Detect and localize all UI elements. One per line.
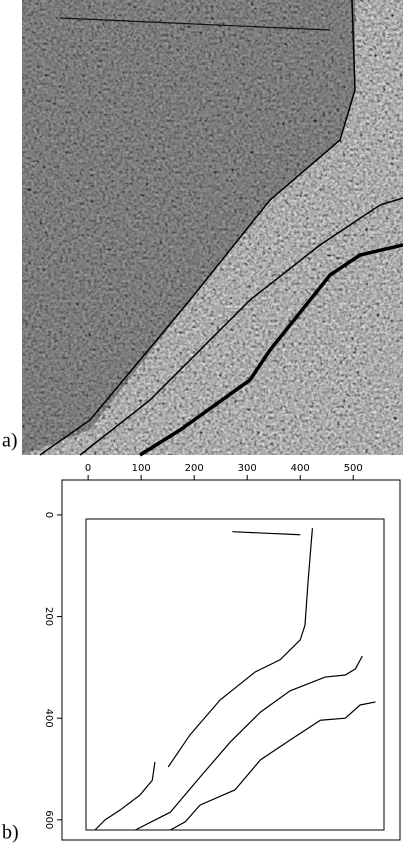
plot-area xyxy=(86,519,384,830)
panel-label: a) xyxy=(2,430,18,452)
y-tick-label: 400 xyxy=(43,709,54,728)
x-tick-label: 200 xyxy=(185,463,204,474)
y-tick-label: 200 xyxy=(43,607,54,626)
data-line xyxy=(232,532,300,535)
outer-frame xyxy=(62,480,400,840)
x-tick-label: 100 xyxy=(132,463,151,474)
page: a) b) 01002003004005000200400600 (() => … xyxy=(0,0,403,847)
x-tick-label: 500 xyxy=(344,463,363,474)
figure: a) b) 0 100 200 300 400 500 0 200 400 600 xyxy=(0,0,403,847)
y-tick-label: 0 xyxy=(43,512,54,518)
data-line xyxy=(168,528,312,767)
x-tick-label: 0 xyxy=(85,463,91,474)
data-line xyxy=(135,656,362,830)
x-tick-label: 300 xyxy=(238,463,257,474)
y-tick-label: 600 xyxy=(43,810,54,829)
panel-label: b) xyxy=(2,822,19,844)
data-line xyxy=(95,762,155,830)
satellite-image xyxy=(22,0,403,455)
x-tick-label: 400 xyxy=(291,463,310,474)
